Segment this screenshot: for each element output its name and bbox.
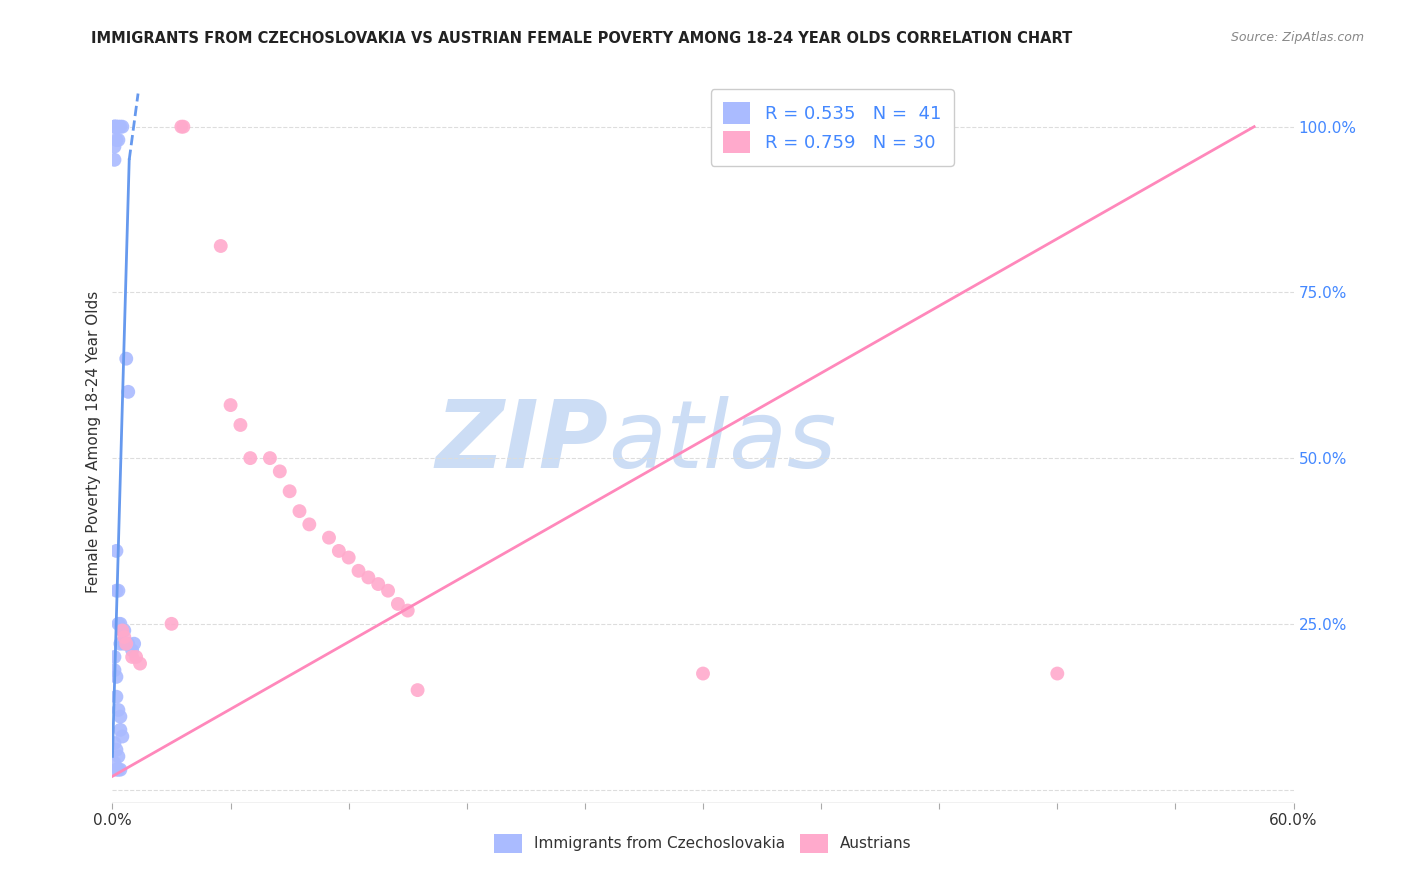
Point — [105, 544, 128, 558]
Point — [337, 550, 360, 565]
Point — [105, 583, 128, 598]
Point — [107, 616, 129, 631]
Point — [107, 583, 129, 598]
Point — [406, 683, 429, 698]
Point — [103, 650, 125, 665]
Point — [160, 616, 183, 631]
Point — [105, 690, 128, 704]
Point — [103, 120, 125, 134]
Point — [115, 637, 138, 651]
Text: atlas: atlas — [609, 396, 837, 487]
Y-axis label: Female Poverty Among 18-24 Year Olds: Female Poverty Among 18-24 Year Olds — [86, 291, 101, 592]
Point — [117, 637, 139, 651]
Point — [170, 120, 193, 134]
Point — [318, 531, 340, 545]
Point — [121, 650, 143, 665]
Point — [357, 570, 380, 584]
Text: Source: ZipAtlas.com: Source: ZipAtlas.com — [1230, 31, 1364, 45]
Point — [396, 603, 419, 617]
Point — [269, 464, 291, 478]
Point — [367, 577, 389, 591]
Point — [288, 504, 311, 518]
Point — [107, 703, 129, 717]
Point — [110, 120, 132, 134]
Point — [107, 120, 129, 134]
Point — [111, 624, 134, 638]
Point — [112, 637, 135, 651]
Legend: Immigrants from Czechoslovakia, Austrians: Immigrants from Czechoslovakia, Austrian… — [486, 826, 920, 860]
Point — [387, 597, 409, 611]
Point — [129, 657, 152, 671]
Point — [107, 749, 129, 764]
Point — [103, 736, 125, 750]
Point — [111, 730, 134, 744]
Point — [105, 133, 128, 147]
Point — [103, 153, 125, 167]
Point — [115, 351, 138, 366]
Point — [209, 239, 232, 253]
Point — [110, 637, 132, 651]
Point — [103, 663, 125, 677]
Point — [105, 763, 128, 777]
Point — [1046, 666, 1069, 681]
Point — [125, 650, 148, 665]
Point — [105, 120, 128, 134]
Point — [239, 451, 262, 466]
Point — [122, 637, 145, 651]
Point — [110, 723, 132, 737]
Text: ZIP: ZIP — [436, 395, 609, 488]
Point — [103, 120, 125, 134]
Point — [110, 616, 132, 631]
Point — [377, 583, 399, 598]
Point — [105, 120, 128, 134]
Point — [298, 517, 321, 532]
Point — [110, 709, 132, 723]
Point — [107, 133, 129, 147]
Point — [103, 120, 125, 134]
Point — [112, 630, 135, 644]
Point — [111, 120, 134, 134]
Point — [107, 763, 129, 777]
Point — [259, 451, 281, 466]
Text: IMMIGRANTS FROM CZECHOSLOVAKIA VS AUSTRIAN FEMALE POVERTY AMONG 18-24 YEAR OLDS : IMMIGRANTS FROM CZECHOSLOVAKIA VS AUSTRI… — [91, 31, 1073, 46]
Point — [278, 484, 301, 499]
Point — [103, 139, 125, 153]
Point — [111, 624, 134, 638]
Point — [105, 670, 128, 684]
Point — [692, 666, 714, 681]
Point — [172, 120, 194, 134]
Point — [219, 398, 242, 412]
Point — [110, 763, 132, 777]
Point — [328, 544, 350, 558]
Point — [112, 624, 135, 638]
Point — [103, 756, 125, 770]
Point — [117, 384, 139, 399]
Point — [121, 643, 143, 657]
Point — [229, 417, 252, 432]
Point — [347, 564, 370, 578]
Point — [105, 743, 128, 757]
